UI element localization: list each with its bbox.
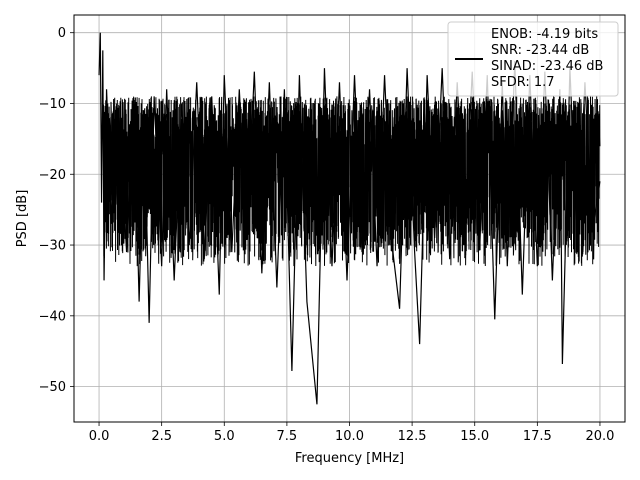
- x-tick-label: 2.5: [151, 429, 172, 444]
- x-tick-label: 12.5: [398, 429, 427, 444]
- y-tick-label: 0: [58, 26, 66, 41]
- x-tick-label: 20.0: [585, 429, 614, 444]
- y-tick-label: −40: [39, 309, 66, 324]
- tick-layer: 0.0 2.5 5.0 7.5 10.0 12.5 15.0 17.5 20.0 0 −10 −20 −…: [39, 26, 615, 444]
- y-axis-label: PSD [dB]: [15, 190, 30, 248]
- legend-snr: SNR: -23.44 dB: [491, 43, 589, 58]
- x-tick-label: 7.5: [277, 429, 298, 444]
- legend-sfdr: SFDR: 1.7: [491, 75, 555, 90]
- y-tick-label: −50: [39, 380, 66, 395]
- x-tick-label: 5.0: [214, 429, 235, 444]
- plot-layer: [98, 32, 601, 405]
- x-axis-label: Frequency [MHz]: [295, 451, 404, 466]
- legend: ENOB: -4.19 bits SNR: -23.44 dB SINAD: -…: [447, 21, 619, 97]
- psd-noise-texture: [102, 96, 601, 267]
- y-tick-label: −20: [39, 168, 66, 183]
- x-tick-label: 15.0: [460, 429, 489, 444]
- x-tick-label: 0.0: [89, 429, 110, 444]
- y-tick-label: −10: [39, 97, 66, 112]
- legend-sinad: SINAD: -23.46 dB: [491, 59, 603, 74]
- x-tick-label: 17.5: [523, 429, 552, 444]
- legend-enob: ENOB: -4.19 bits: [491, 27, 598, 42]
- y-tick-label: −30: [39, 239, 66, 254]
- x-tick-label: 10.0: [335, 429, 364, 444]
- legend-box: [447, 21, 619, 97]
